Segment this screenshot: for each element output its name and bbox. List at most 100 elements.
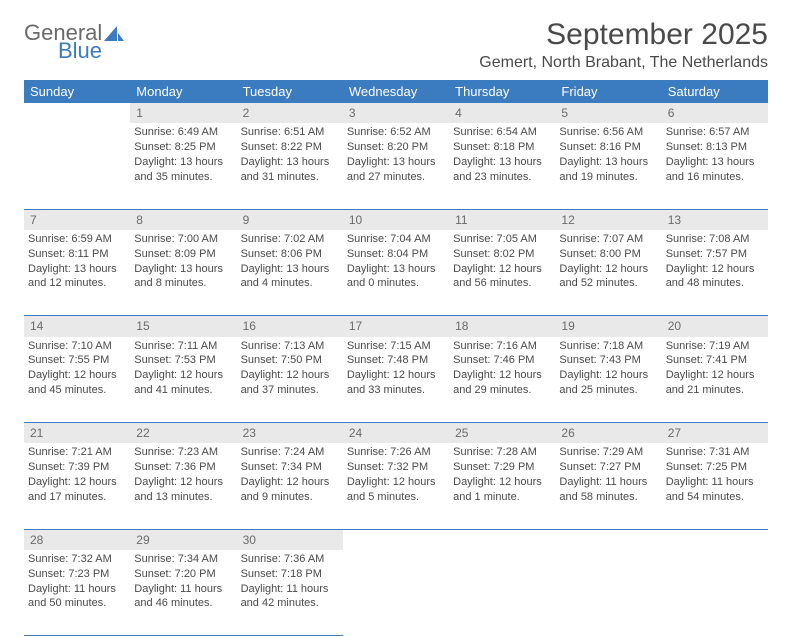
day-number: 7 bbox=[24, 209, 130, 230]
sunset-text: Sunset: 7:55 PM bbox=[28, 353, 126, 368]
month-title: September 2025 bbox=[479, 18, 768, 52]
day-number: 30 bbox=[237, 529, 343, 550]
sunrise-text: Sunrise: 7:24 AM bbox=[241, 445, 339, 460]
sunset-text: Sunset: 8:13 PM bbox=[666, 140, 764, 155]
day-cell: Sunrise: 6:52 AMSunset: 8:20 PMDaylight:… bbox=[343, 123, 449, 209]
day-number: 13 bbox=[662, 209, 768, 230]
calendar-page: General Blue September 2025 Gemert, Nort… bbox=[0, 0, 792, 636]
day-cell bbox=[24, 123, 130, 209]
day-cell: Sunrise: 6:51 AMSunset: 8:22 PMDaylight:… bbox=[237, 123, 343, 209]
day-cell: Sunrise: 7:21 AMSunset: 7:39 PMDaylight:… bbox=[24, 443, 130, 529]
day-cell: Sunrise: 7:32 AMSunset: 7:23 PMDaylight:… bbox=[24, 550, 130, 636]
location: Gemert, North Brabant, The Netherlands bbox=[479, 54, 768, 72]
day-cell: Sunrise: 7:05 AMSunset: 8:02 PMDaylight:… bbox=[449, 230, 555, 316]
daylight-text: Daylight: 13 hours and 8 minutes. bbox=[134, 262, 232, 292]
weekday-header: Friday bbox=[555, 80, 661, 103]
sunrise-text: Sunrise: 7:11 AM bbox=[134, 339, 232, 354]
day-number: 12 bbox=[555, 209, 661, 230]
daylight-text: Daylight: 13 hours and 0 minutes. bbox=[347, 262, 445, 292]
sunrise-text: Sunrise: 7:31 AM bbox=[666, 445, 764, 460]
day-cell: Sunrise: 7:02 AMSunset: 8:06 PMDaylight:… bbox=[237, 230, 343, 316]
daylight-text: Daylight: 12 hours and 41 minutes. bbox=[134, 368, 232, 398]
sunset-text: Sunset: 8:09 PM bbox=[134, 247, 232, 262]
day-cell: Sunrise: 7:31 AMSunset: 7:25 PMDaylight:… bbox=[662, 443, 768, 529]
day-number: 3 bbox=[343, 103, 449, 123]
daylight-text: Daylight: 11 hours and 42 minutes. bbox=[241, 582, 339, 612]
sunrise-text: Sunrise: 6:51 AM bbox=[241, 125, 339, 140]
sunset-text: Sunset: 8:20 PM bbox=[347, 140, 445, 155]
daylight-text: Daylight: 12 hours and 25 minutes. bbox=[559, 368, 657, 398]
sunrise-text: Sunrise: 7:28 AM bbox=[453, 445, 551, 460]
day-number: 19 bbox=[555, 316, 661, 337]
sunset-text: Sunset: 7:41 PM bbox=[666, 353, 764, 368]
daylight-text: Daylight: 12 hours and 33 minutes. bbox=[347, 368, 445, 398]
sunrise-text: Sunrise: 7:02 AM bbox=[241, 232, 339, 247]
daylight-text: Daylight: 13 hours and 31 minutes. bbox=[241, 155, 339, 185]
daylight-text: Daylight: 12 hours and 45 minutes. bbox=[28, 368, 126, 398]
logo: General Blue bbox=[24, 18, 124, 62]
day-number: 6 bbox=[662, 103, 768, 123]
day-cell: Sunrise: 7:00 AMSunset: 8:09 PMDaylight:… bbox=[130, 230, 236, 316]
day-cell: Sunrise: 7:10 AMSunset: 7:55 PMDaylight:… bbox=[24, 337, 130, 423]
sunset-text: Sunset: 7:20 PM bbox=[134, 567, 232, 582]
sunset-text: Sunset: 8:06 PM bbox=[241, 247, 339, 262]
day-cell: Sunrise: 7:15 AMSunset: 7:48 PMDaylight:… bbox=[343, 337, 449, 423]
day-number-row: 123456 bbox=[24, 103, 768, 123]
sunset-text: Sunset: 7:25 PM bbox=[666, 460, 764, 475]
sunset-text: Sunset: 7:57 PM bbox=[666, 247, 764, 262]
daylight-text: Daylight: 12 hours and 1 minute. bbox=[453, 475, 551, 505]
day-number: 25 bbox=[449, 423, 555, 444]
daylight-text: Daylight: 11 hours and 58 minutes. bbox=[559, 475, 657, 505]
sunrise-text: Sunrise: 7:08 AM bbox=[666, 232, 764, 247]
day-number: 10 bbox=[343, 209, 449, 230]
sunrise-text: Sunrise: 7:36 AM bbox=[241, 552, 339, 567]
sunrise-text: Sunrise: 7:13 AM bbox=[241, 339, 339, 354]
day-number bbox=[662, 529, 768, 550]
day-number: 1 bbox=[130, 103, 236, 123]
sunrise-text: Sunrise: 7:18 AM bbox=[559, 339, 657, 354]
daylight-text: Daylight: 11 hours and 46 minutes. bbox=[134, 582, 232, 612]
day-number: 17 bbox=[343, 316, 449, 337]
sunset-text: Sunset: 8:11 PM bbox=[28, 247, 126, 262]
day-cell bbox=[662, 550, 768, 636]
daylight-text: Daylight: 11 hours and 54 minutes. bbox=[666, 475, 764, 505]
sunrise-text: Sunrise: 6:49 AM bbox=[134, 125, 232, 140]
day-number: 5 bbox=[555, 103, 661, 123]
day-cell: Sunrise: 6:49 AMSunset: 8:25 PMDaylight:… bbox=[130, 123, 236, 209]
day-cell: Sunrise: 7:04 AMSunset: 8:04 PMDaylight:… bbox=[343, 230, 449, 316]
weekday-header: Tuesday bbox=[237, 80, 343, 103]
sunset-text: Sunset: 7:23 PM bbox=[28, 567, 126, 582]
sunset-text: Sunset: 7:36 PM bbox=[134, 460, 232, 475]
sunrise-text: Sunrise: 6:52 AM bbox=[347, 125, 445, 140]
day-cell: Sunrise: 7:11 AMSunset: 7:53 PMDaylight:… bbox=[130, 337, 236, 423]
week-row: Sunrise: 6:49 AMSunset: 8:25 PMDaylight:… bbox=[24, 123, 768, 209]
day-number: 21 bbox=[24, 423, 130, 444]
day-cell: Sunrise: 7:29 AMSunset: 7:27 PMDaylight:… bbox=[555, 443, 661, 529]
daylight-text: Daylight: 12 hours and 29 minutes. bbox=[453, 368, 551, 398]
day-cell: Sunrise: 7:23 AMSunset: 7:36 PMDaylight:… bbox=[130, 443, 236, 529]
sunrise-text: Sunrise: 7:16 AM bbox=[453, 339, 551, 354]
sunrise-text: Sunrise: 7:32 AM bbox=[28, 552, 126, 567]
daylight-text: Daylight: 13 hours and 12 minutes. bbox=[28, 262, 126, 292]
daylight-text: Daylight: 12 hours and 56 minutes. bbox=[453, 262, 551, 292]
day-cell: Sunrise: 7:08 AMSunset: 7:57 PMDaylight:… bbox=[662, 230, 768, 316]
day-number bbox=[24, 103, 130, 123]
daylight-text: Daylight: 13 hours and 19 minutes. bbox=[559, 155, 657, 185]
day-number bbox=[343, 529, 449, 550]
calendar-table: Sunday Monday Tuesday Wednesday Thursday… bbox=[24, 80, 768, 636]
day-cell bbox=[449, 550, 555, 636]
sunset-text: Sunset: 7:50 PM bbox=[241, 353, 339, 368]
day-cell: Sunrise: 7:18 AMSunset: 7:43 PMDaylight:… bbox=[555, 337, 661, 423]
daylight-text: Daylight: 12 hours and 52 minutes. bbox=[559, 262, 657, 292]
sunset-text: Sunset: 8:18 PM bbox=[453, 140, 551, 155]
day-cell: Sunrise: 7:13 AMSunset: 7:50 PMDaylight:… bbox=[237, 337, 343, 423]
daylight-text: Daylight: 12 hours and 21 minutes. bbox=[666, 368, 764, 398]
day-cell: Sunrise: 7:28 AMSunset: 7:29 PMDaylight:… bbox=[449, 443, 555, 529]
sunrise-text: Sunrise: 7:04 AM bbox=[347, 232, 445, 247]
sunset-text: Sunset: 7:32 PM bbox=[347, 460, 445, 475]
day-number: 26 bbox=[555, 423, 661, 444]
day-number: 18 bbox=[449, 316, 555, 337]
sunrise-text: Sunrise: 7:05 AM bbox=[453, 232, 551, 247]
sunrise-text: Sunrise: 6:57 AM bbox=[666, 125, 764, 140]
day-number: 11 bbox=[449, 209, 555, 230]
